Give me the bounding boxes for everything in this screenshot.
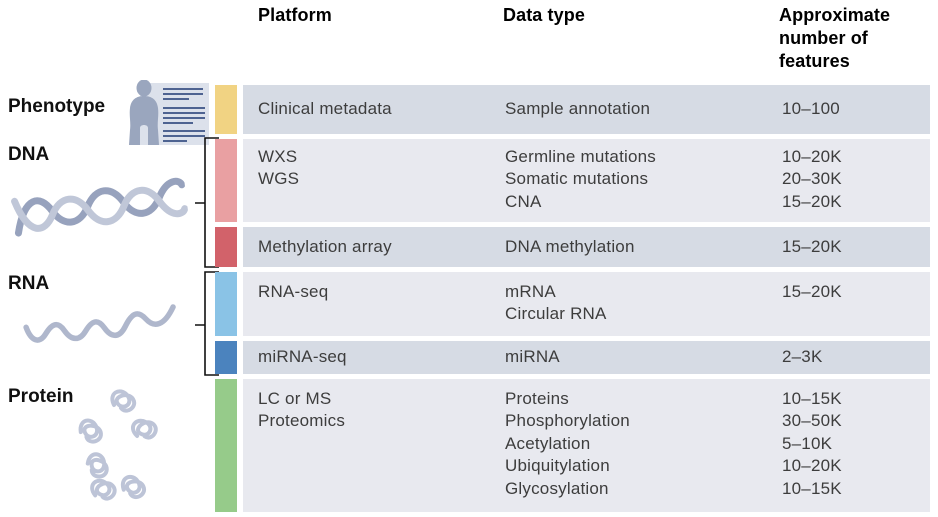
data-type-value: Proteins: [505, 389, 569, 408]
category-color-bar: [215, 139, 237, 222]
platform-value: WGS: [258, 169, 300, 189]
column-header-features: Approximate number of features: [779, 5, 891, 71]
platform-cell: WXS WGS: [258, 146, 299, 191]
table-row-rna-seq: RNA-seq mRNA Circular RNA 15–20K: [215, 272, 930, 336]
table-row-wxs-wgs: WXS WGS Germline mutations Somatic mutat…: [215, 139, 930, 222]
table-row-proteomics: LC or MS Proteomics Proteins Phosphoryla…: [215, 379, 930, 512]
category-color-bar: [215, 85, 237, 134]
platform-cell: LC or MS Proteomics: [258, 388, 345, 433]
platform-value: miRNA-seq: [258, 347, 347, 366]
platform-value: Clinical metadata: [258, 99, 392, 118]
features-value: 15–20K: [782, 282, 842, 301]
row-background: LC or MS Proteomics Proteins Phosphoryla…: [243, 379, 930, 512]
row-background: Clinical metadata Sample annotation 10–1…: [243, 85, 930, 134]
category-color-bar: [215, 341, 237, 374]
data-type-cell: miRNA: [505, 346, 560, 368]
category-label-phenotype: Phenotype: [8, 96, 106, 117]
data-type-value: Germline mutations: [505, 147, 656, 166]
person-silhouette-icon: [129, 80, 159, 145]
data-type-value: mRNA: [505, 282, 556, 301]
data-type-cell: Germline mutations Somatic mutations CNA: [505, 146, 656, 213]
features-value: 15–20K: [782, 237, 842, 256]
features-cell: 10–20K 20–30K 15–20K: [782, 146, 842, 213]
platform-cell: Methylation array: [258, 236, 392, 258]
table-row-mirna-seq: miRNA-seq miRNA 2–3K: [215, 341, 930, 374]
features-value: 10–20K: [782, 456, 842, 476]
column-header-platform: Platform: [258, 5, 332, 25]
row-background: Methylation array DNA methylation 15–20K: [243, 227, 930, 267]
data-type-cell: mRNA Circular RNA: [505, 281, 607, 326]
data-type-value: Circular RNA: [505, 304, 607, 324]
category-brackets: [195, 137, 219, 376]
table-row-methylation: Methylation array DNA methylation 15–20K: [215, 227, 930, 267]
category-label-rna: RNA: [8, 273, 50, 294]
platform-value: WXS: [258, 147, 298, 166]
features-value: 30–50K: [782, 411, 842, 431]
dna-helix-icon: [11, 177, 189, 237]
data-type-value: DNA methylation: [505, 237, 635, 256]
category-color-bar: [215, 227, 237, 267]
data-type-value: Glycosylation: [505, 478, 609, 498]
data-type-value: Sample annotation: [505, 99, 651, 118]
data-type-cell: Sample annotation: [505, 98, 650, 120]
data-type-value: Ubiquitylation: [505, 456, 610, 476]
features-value: 10–15K: [782, 389, 842, 408]
row-background: WXS WGS Germline mutations Somatic mutat…: [243, 139, 930, 222]
data-type-value: Acetylation: [505, 433, 591, 453]
rna-strand-icon: [23, 304, 176, 343]
features-cell: 2–3K: [782, 346, 823, 368]
data-type-cell: Proteins Phosphorylation Acetylation Ubi…: [505, 388, 630, 500]
features-cell: 15–20K: [782, 236, 842, 258]
features-value: 10–15K: [782, 478, 842, 498]
category-label-dna: DNA: [8, 144, 50, 165]
protein-structures-icon: [76, 389, 161, 504]
category-label-protein: Protein: [8, 386, 74, 407]
platform-cell: miRNA-seq: [258, 346, 347, 368]
category-color-bar: [215, 272, 237, 336]
features-value: 20–30K: [782, 169, 842, 189]
platform-cell: Clinical metadata: [258, 98, 392, 120]
document-text-lines-icon: [163, 88, 205, 142]
category-color-bar: [215, 379, 237, 512]
platform-value: RNA-seq: [258, 282, 329, 301]
features-cell: 10–15K 30–50K 5–10K 10–20K 10–15K: [782, 388, 842, 500]
features-value: 5–10K: [782, 433, 833, 453]
dna-bracket: [195, 137, 219, 268]
row-background: RNA-seq mRNA Circular RNA 15–20K: [243, 272, 930, 336]
platform-value: Methylation array: [258, 237, 392, 256]
features-cell: 10–100: [782, 98, 840, 120]
rna-bracket: [195, 271, 219, 376]
features-cell: 15–20K: [782, 281, 842, 303]
features-value: 10–20K: [782, 147, 842, 166]
data-type-value: Phosphorylation: [505, 411, 630, 431]
platform-value: LC or MS: [258, 389, 332, 408]
platform-cell: RNA-seq: [258, 281, 328, 303]
table-row-clinical: Clinical metadata Sample annotation 10–1…: [215, 85, 930, 134]
features-value: 2–3K: [782, 347, 823, 366]
platform-value: Proteomics: [258, 411, 346, 431]
features-value: 15–20K: [782, 191, 842, 211]
features-value: 10–100: [782, 99, 840, 118]
data-type-value: Somatic mutations: [505, 169, 649, 189]
data-type-value: miRNA: [505, 347, 560, 366]
data-type-value: CNA: [505, 191, 542, 211]
data-type-cell: DNA methylation: [505, 236, 635, 258]
column-header-data-type: Data type: [503, 5, 585, 25]
row-background: miRNA-seq miRNA 2–3K: [243, 341, 930, 374]
